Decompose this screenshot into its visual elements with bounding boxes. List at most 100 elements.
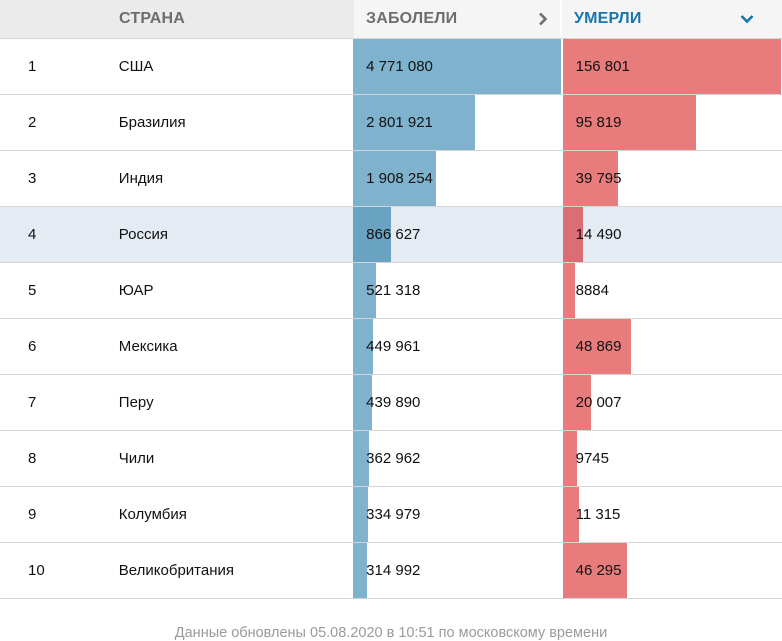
- row-rank: 9: [28, 506, 37, 523]
- row-deaths-value: 14 490: [575, 226, 622, 243]
- row-cases-value: 439 890: [366, 394, 421, 411]
- row-deaths-value: 8884: [575, 282, 609, 299]
- cases-bar: [353, 487, 369, 542]
- row-cases-cell: 4 771 080: [353, 39, 562, 94]
- row-cases-value: 449 961: [366, 338, 421, 355]
- deaths-bar: [562, 319, 631, 374]
- row-rank: 3: [28, 170, 37, 187]
- row-cases-cell: 1 908 254: [353, 151, 560, 206]
- row-country: Колумбия: [118, 506, 187, 523]
- row-deaths-cell: 9745: [562, 431, 782, 486]
- chevron-down-icon[interactable]: [740, 12, 754, 26]
- table-row[interactable]: 3 Индия 1 908 254 39 795: [0, 151, 782, 207]
- row-deaths-cell: 156 801: [562, 39, 782, 94]
- row-country: США: [118, 58, 154, 75]
- row-rank: 4: [28, 226, 37, 243]
- cases-bar: [353, 319, 374, 374]
- deaths-header-label: УМЕРЛИ: [574, 10, 642, 27]
- row-country: Индия: [118, 170, 164, 187]
- row-country: ЮАР: [118, 282, 154, 299]
- row-deaths-value: 20 007: [575, 394, 622, 411]
- rank-column-header: [0, 0, 106, 38]
- cases-bar: [353, 263, 377, 318]
- cases-bar: [353, 95, 476, 150]
- row-country: Бразилия: [118, 114, 186, 131]
- table-row[interactable]: 10 Великобритания 314 992 46 295: [0, 543, 782, 599]
- country-column-header[interactable]: СТРАНА: [106, 0, 354, 38]
- table-row[interactable]: 9 Колумбия 334 979 11 315: [0, 487, 782, 543]
- deaths-bar: [562, 543, 627, 598]
- cases-bar: [353, 431, 370, 486]
- row-deaths-cell: 39 795: [562, 151, 782, 206]
- row-cases-value: 521 318: [366, 282, 421, 299]
- row-deaths-cell: 20 007: [562, 375, 782, 430]
- deaths-bar: [562, 95, 696, 150]
- chevron-right-icon[interactable]: [536, 12, 550, 26]
- row-rank: 1: [28, 58, 37, 75]
- deaths-bar: [562, 39, 781, 94]
- row-cases-cell: 866 627: [353, 207, 560, 262]
- deaths-bar: [562, 263, 575, 318]
- row-deaths-value: 48 869: [575, 338, 622, 355]
- cases-bar: [353, 375, 373, 430]
- deaths-bar: [562, 151, 618, 206]
- row-cases-cell: 334 979: [353, 487, 560, 542]
- update-note: Данные обновлены 05.08.2020 в 10:51 по м…: [174, 625, 608, 641]
- deaths-bar: [562, 431, 577, 486]
- row-deaths-cell: 46 295: [562, 543, 782, 598]
- row-cases-cell: 521 318: [353, 263, 560, 318]
- deaths-bar: [562, 207, 583, 262]
- table-row[interactable]: 2 Бразилия 2 801 921 95 819: [0, 95, 782, 151]
- row-cases-cell: 362 962: [353, 431, 560, 486]
- row-country: Мексика: [118, 338, 178, 355]
- row-country: Чили: [118, 450, 155, 467]
- row-rank: 10: [28, 562, 45, 579]
- row-cases-cell: 2 801 921: [353, 95, 560, 150]
- table-row[interactable]: 5 ЮАР 521 318 8884: [0, 263, 782, 319]
- row-rank: 6: [28, 338, 37, 355]
- row-cases-cell: 449 961: [353, 319, 560, 374]
- row-deaths-cell: 14 490: [562, 207, 782, 262]
- row-deaths-cell: 11 315: [562, 487, 782, 542]
- row-deaths-value: 11 315: [575, 506, 621, 523]
- row-deaths-cell: 95 819: [562, 95, 782, 150]
- row-deaths-value: 46 295: [575, 562, 622, 579]
- table-row[interactable]: 1 США 4 771 080 156 801: [0, 39, 782, 95]
- cases-column-header[interactable]: ЗАБОЛЕЛИ: [354, 0, 562, 38]
- table-row[interactable]: 4 Россия 866 627 14 490: [0, 207, 782, 263]
- row-cases-value: 4 771 080: [366, 58, 433, 75]
- row-cases-value: 1 908 254: [366, 170, 433, 187]
- cases-bar: [353, 39, 562, 94]
- cases-bar: [353, 207, 392, 262]
- row-country: Великобритания: [118, 562, 234, 579]
- table-row[interactable]: 7 Перу 439 890 20 007: [0, 375, 782, 431]
- deaths-bar: [562, 375, 591, 430]
- deaths-column-header[interactable]: УМЕРЛИ: [562, 0, 782, 38]
- row-cases-value: 362 962: [366, 450, 421, 467]
- row-country: Россия: [118, 226, 168, 243]
- row-cases-value: 334 979: [366, 506, 421, 523]
- row-rank: 2: [28, 114, 37, 131]
- row-country: Перу: [118, 394, 154, 411]
- row-deaths-value: 39 795: [575, 170, 622, 187]
- table-header: СТРАНА ЗАБОЛЕЛИ УМЕРЛИ: [0, 0, 782, 39]
- row-rank: 7: [28, 394, 37, 411]
- cases-bar: [353, 151, 437, 206]
- table-row[interactable]: 8 Чили 362 962 9745: [0, 431, 782, 487]
- row-cases-value: 314 992: [366, 562, 421, 579]
- deaths-bar: [562, 487, 579, 542]
- row-deaths-cell: 8884: [562, 263, 782, 318]
- cases-bar: [353, 543, 368, 598]
- row-rank: 5: [28, 282, 37, 299]
- row-deaths-value: 156 801: [575, 58, 630, 75]
- row-cases-value: 866 627: [366, 226, 421, 243]
- row-rank: 8: [28, 450, 37, 467]
- table-body: 1 США 4 771 080 156 801 2 Бразилия 2 801 921 95…: [0, 39, 782, 599]
- row-deaths-cell: 48 869: [562, 319, 782, 374]
- row-deaths-value: 95 819: [575, 114, 622, 131]
- row-cases-cell: 314 992: [353, 543, 560, 598]
- row-cases-cell: 439 890: [353, 375, 560, 430]
- cases-header-label: ЗАБОЛЕЛИ: [366, 10, 458, 27]
- table-row[interactable]: 6 Мексика 449 961 48 869: [0, 319, 782, 375]
